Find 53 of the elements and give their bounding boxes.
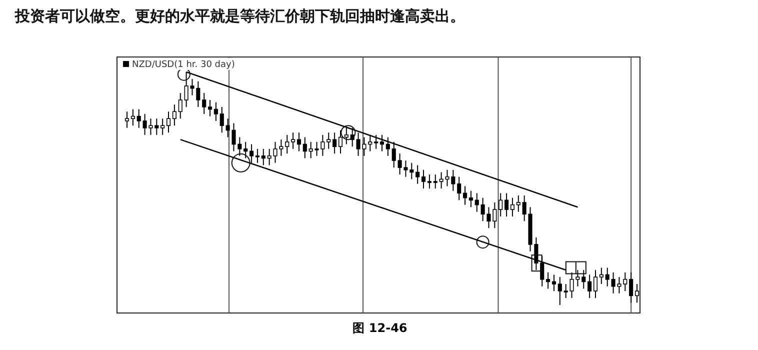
candlestick	[124, 111, 130, 128]
candlestick	[421, 169, 426, 189]
candlestick	[338, 130, 343, 154]
candlestick	[462, 186, 468, 206]
candlestick	[623, 272, 628, 292]
candlestick	[244, 141, 248, 159]
candlestick	[208, 99, 212, 117]
candlestick	[510, 197, 514, 217]
candlestick	[285, 134, 290, 154]
candlestick	[433, 174, 438, 189]
candlestick	[558, 276, 562, 306]
candlestick	[588, 274, 592, 299]
candlestick	[504, 192, 509, 217]
candlestick	[261, 148, 266, 166]
candlestick	[214, 102, 218, 122]
candlestick	[368, 134, 372, 152]
candlestick	[374, 134, 378, 150]
candlestick	[136, 108, 141, 128]
candlestick	[202, 92, 206, 114]
candlestick	[516, 194, 520, 212]
candlestick	[172, 104, 176, 126]
caption: 图 12-46	[352, 321, 408, 335]
candlestick	[457, 176, 462, 201]
candlestick	[220, 106, 224, 134]
candlestick	[634, 284, 640, 304]
candlestick	[380, 134, 384, 152]
candlestick	[629, 272, 634, 304]
candlestick	[552, 274, 556, 292]
candlestick	[386, 136, 390, 156]
chart-title: 投资者可以做空。更好的水平就是等待汇价朝下轨回抽时逢高卖出。	[14, 7, 465, 25]
candlestick	[593, 270, 598, 299]
candlestick	[250, 144, 254, 164]
candlestick	[416, 164, 420, 184]
candlestick	[178, 92, 182, 120]
candlestick	[160, 118, 165, 136]
candlestick	[468, 190, 473, 208]
candlestick	[296, 132, 302, 152]
candlestick	[291, 132, 296, 150]
candlestick	[332, 132, 337, 154]
candlestick	[166, 111, 171, 134]
candlestick	[498, 192, 503, 217]
candlestick	[326, 132, 331, 150]
legend-label: NZD/USD(1 hr. 30 day)	[132, 60, 235, 70]
candlestick	[255, 148, 260, 164]
candlestick	[546, 272, 550, 290]
candlestick	[302, 136, 307, 159]
candlestick	[427, 174, 432, 189]
candlestick	[582, 270, 586, 290]
candlestick	[344, 127, 348, 145]
candlestick	[392, 141, 396, 168]
candlestick	[130, 108, 135, 126]
candlestick	[474, 192, 479, 212]
candlestick	[599, 267, 604, 285]
